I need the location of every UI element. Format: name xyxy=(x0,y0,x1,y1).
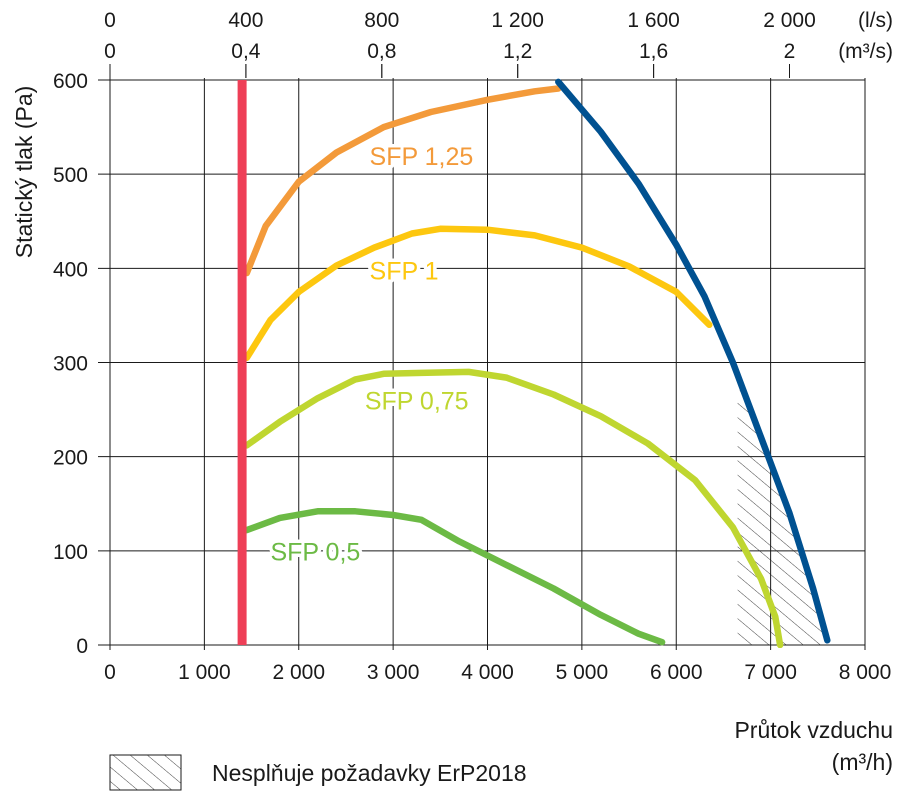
x-axis-unit: (m³/h) xyxy=(832,749,893,775)
x-tick-label: 4 000 xyxy=(461,661,514,684)
x-tick-label: 8 000 xyxy=(839,661,892,684)
top-axis-ls-unit: (l/s) xyxy=(858,9,893,32)
y-tick-label: 300 xyxy=(53,353,88,376)
top-axis-ls-label: 800 xyxy=(364,9,399,32)
top-axis-m3s-label: 0 xyxy=(104,40,116,63)
y-tick-label: 600 xyxy=(53,70,88,93)
y-tick-label: 0 xyxy=(76,635,88,658)
curve-label-2: SFP 0,75 xyxy=(365,388,469,416)
annotation-layer: SFP 1,25 SFP 1 SFP 0,75 SFP 0,5 xyxy=(267,139,477,570)
grid-layer xyxy=(98,64,866,650)
y-tick-label: 400 xyxy=(53,258,88,281)
series-line-2 xyxy=(243,368,784,648)
legend-swatch-hatch xyxy=(109,754,182,791)
series-line-0 xyxy=(243,85,562,277)
series-line-1 xyxy=(243,225,713,362)
non-compliant-region xyxy=(737,390,828,645)
y-tick-label: 100 xyxy=(53,541,88,564)
top-axis-ls-label: 1 600 xyxy=(627,9,680,32)
top-axis-m3s-label: 2 xyxy=(784,40,796,63)
series-line-3 xyxy=(243,508,666,646)
legend: Nesplňuje požadavky ErP2018 xyxy=(109,754,527,791)
x-tick-label: 2 000 xyxy=(272,661,325,684)
x-tick-label: 0 xyxy=(104,661,116,684)
x-tick-label: 5 000 xyxy=(556,661,609,684)
legend-label: Nesplňuje požadavky ErP2018 xyxy=(212,760,527,786)
top-axis-ls-label: 0 xyxy=(104,9,116,32)
top-axis-m3s-unit: (m³/s) xyxy=(838,40,893,63)
curve-label-0: SFP 1,25 xyxy=(370,143,474,171)
top-axis-m3s-label: 1,2 xyxy=(503,40,532,63)
top-axis-m3s-label: 0,8 xyxy=(367,40,396,63)
series-line-4 xyxy=(555,78,831,644)
top-axis-m3s-label: 0,4 xyxy=(231,40,261,63)
top-axis-m3s-label: 1,6 xyxy=(639,40,668,63)
y-axis-title: Statický tlak (Pa) xyxy=(11,86,37,259)
x-tick-label: 7 000 xyxy=(744,661,797,684)
axis-title-layer: Statický tlak (Pa) Průtok vzduchu (m³/h) xyxy=(11,86,893,775)
hatch-layer xyxy=(737,390,828,645)
curve-label-1: SFP 1 xyxy=(370,258,439,286)
series-layer xyxy=(237,78,831,648)
x-axis-title: Průtok vzduchu xyxy=(734,717,893,743)
x-tick-label: 3 000 xyxy=(367,661,420,684)
top-axis-ls-label: 400 xyxy=(228,9,263,32)
top-axis-ls-label: 1 200 xyxy=(491,9,544,32)
x-tick-label: 6 000 xyxy=(650,661,703,684)
curve-label-3: SFP 0,5 xyxy=(270,538,360,566)
y-tick-label: 200 xyxy=(53,447,88,470)
y-tick-label: 500 xyxy=(53,164,88,187)
x-tick-label: 1 000 xyxy=(178,661,231,684)
top-axis-ls-label: 2 000 xyxy=(763,9,816,32)
